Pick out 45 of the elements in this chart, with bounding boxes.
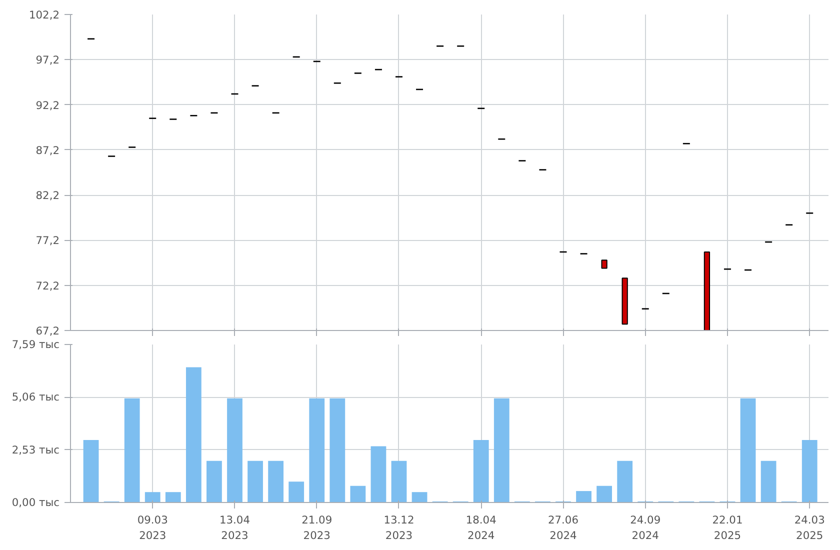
y-tick-label: 72,2 [36, 279, 60, 292]
bar [186, 367, 202, 502]
y-tick-label: 0,00 тыс [12, 496, 60, 509]
x-tick-label: 18.04 2024 [466, 514, 497, 542]
bar [144, 492, 160, 502]
x-tick-label: 13.12 2023 [384, 514, 414, 542]
y-tick-label: 5,06 тыс [12, 390, 60, 404]
x-tick-label: 13.04 2023 [219, 514, 250, 542]
bar [309, 398, 325, 502]
x-tick-label: 09.03 2023 [137, 514, 168, 542]
x-tick-label: 24.09 2024 [630, 514, 661, 542]
y-tick-label: 7,59 тыс [12, 338, 60, 351]
bar [248, 460, 263, 502]
bar [268, 460, 284, 502]
bar [617, 460, 633, 502]
bar [350, 486, 366, 502]
x-tick-label: 24.03 2025 [794, 514, 825, 542]
y-tick-label: 87,2 [36, 144, 60, 157]
bar [494, 398, 510, 502]
bar [576, 491, 592, 502]
bar [596, 486, 612, 502]
bar [165, 492, 181, 502]
x-tick-label: 21.09 2023 [302, 514, 332, 542]
bar [124, 398, 140, 502]
bar [370, 446, 386, 502]
y-tick-label: 97,2 [36, 54, 60, 67]
y-tick-label: 67,2 [36, 324, 60, 338]
bar [83, 440, 99, 502]
bar [412, 492, 428, 502]
x-tick-label: 22.01 2025 [712, 514, 743, 542]
bar [330, 398, 346, 502]
bar [760, 460, 776, 502]
x-tick-label: 27.06 2024 [548, 514, 579, 542]
bar [288, 482, 304, 502]
bar [802, 440, 818, 502]
y-tick-label: 82,2 [36, 189, 60, 202]
y-tick-label: 77,2 [36, 234, 60, 248]
bar [206, 460, 222, 502]
bar [227, 398, 242, 502]
bar [740, 398, 756, 502]
y-tick-label: 102,2 [28, 8, 60, 22]
y-tick-label: 92,2 [36, 98, 60, 112]
bar [473, 440, 489, 502]
bar [391, 460, 407, 502]
y-tick-label: 2,53 тыс [12, 443, 60, 456]
